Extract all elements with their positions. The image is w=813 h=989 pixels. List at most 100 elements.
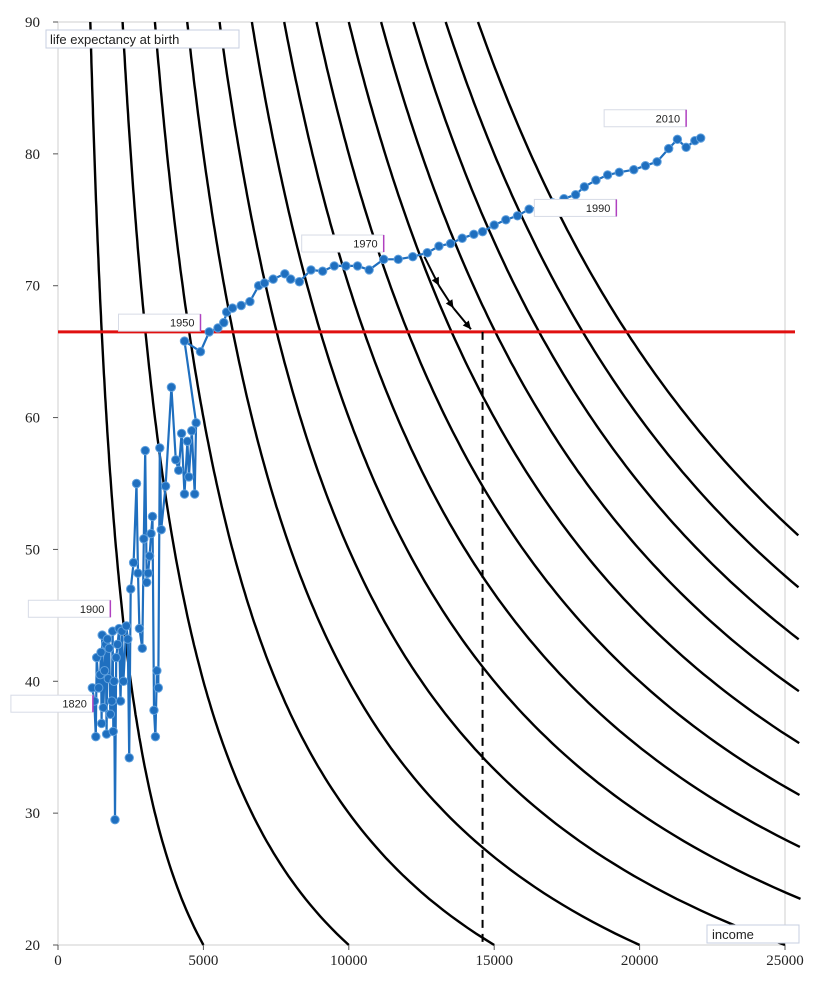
x-tick-label: 20000 xyxy=(621,953,659,969)
iso-curve-7 xyxy=(283,21,801,848)
plot-area: 1820 1900 1950 1970 1990 2010 0 5000 10000 15000 2… xyxy=(10,15,804,969)
iso-curve-12 xyxy=(444,21,800,589)
data-point xyxy=(187,426,197,436)
data-point xyxy=(108,726,118,737)
data-point xyxy=(179,336,190,346)
data-point xyxy=(155,443,165,453)
data-point xyxy=(422,248,433,258)
data-point xyxy=(134,623,145,634)
data-point xyxy=(160,481,171,491)
data-point xyxy=(285,274,296,284)
data-point xyxy=(153,683,164,693)
data-point xyxy=(176,428,187,439)
data-point xyxy=(110,815,120,825)
data-point xyxy=(489,220,499,230)
data-point xyxy=(128,557,139,568)
data-point xyxy=(602,170,613,180)
data-point xyxy=(98,702,109,713)
data-point xyxy=(512,211,523,221)
y-tick-label: 60 xyxy=(25,411,40,427)
data-point xyxy=(94,683,104,693)
data-point xyxy=(219,317,229,328)
y-tick-label: 50 xyxy=(25,542,40,558)
arrowhead xyxy=(462,320,471,330)
y-tick-label: 20 xyxy=(25,938,40,954)
data-point xyxy=(182,436,193,447)
y-tick-label: 70 xyxy=(25,279,40,295)
data-point xyxy=(236,300,246,311)
iso-curve-8 xyxy=(315,21,801,797)
x-tick-label: 25000 xyxy=(766,953,804,969)
data-point xyxy=(364,265,374,275)
x-axis-label: income xyxy=(712,927,754,942)
ylabel-box xyxy=(45,29,240,49)
data-point xyxy=(640,161,651,171)
year-label: 1970 xyxy=(353,239,377,251)
year-label: 1900 xyxy=(80,604,104,616)
data-point xyxy=(140,445,150,456)
data-point xyxy=(591,175,601,185)
data-point xyxy=(96,647,106,657)
data-point xyxy=(259,278,270,288)
y-axis-label: life expectancy at birth xyxy=(50,32,179,47)
arrowhead xyxy=(445,299,454,309)
data-point xyxy=(317,266,328,276)
year-label: 2010 xyxy=(656,113,680,125)
data-point xyxy=(378,254,389,265)
data-point xyxy=(477,226,488,237)
data-point xyxy=(141,577,152,588)
year-label: 1950 xyxy=(170,318,194,330)
data-point xyxy=(681,142,691,152)
data-point xyxy=(124,753,134,763)
data-point xyxy=(102,634,113,644)
y-tick-label: 90 xyxy=(25,15,40,31)
year-label: 1990 xyxy=(586,203,610,215)
data-point xyxy=(445,238,456,249)
iso-curve-1 xyxy=(89,21,205,946)
data-point xyxy=(115,696,126,706)
data-point xyxy=(408,252,418,262)
x-tick-label: 0 xyxy=(54,953,62,969)
arrowhead xyxy=(431,276,439,286)
data-point xyxy=(501,215,511,225)
data-point xyxy=(204,327,214,337)
plot-frame xyxy=(57,21,786,946)
iso-curve-6 xyxy=(250,21,801,901)
data-point xyxy=(146,528,156,539)
data-point xyxy=(695,133,706,143)
iso-curve-9 xyxy=(347,21,800,745)
data-point xyxy=(152,666,162,676)
data-point xyxy=(149,705,159,715)
data-point xyxy=(191,418,201,428)
data-point xyxy=(143,568,153,578)
data-point xyxy=(663,143,674,154)
year-label: 1820 xyxy=(62,699,86,711)
data-point xyxy=(469,229,479,239)
iso-curve-10 xyxy=(379,21,800,693)
data-point xyxy=(104,643,114,654)
data-point xyxy=(227,303,238,313)
data-point xyxy=(107,696,117,706)
data-point xyxy=(131,478,142,489)
y-tick-label: 80 xyxy=(25,147,40,163)
data-point xyxy=(126,584,136,594)
iso-curve-13 xyxy=(476,21,800,537)
data-point xyxy=(245,296,255,307)
data-point xyxy=(195,346,206,357)
data-point xyxy=(109,676,119,686)
data-point xyxy=(524,204,534,214)
x-tick-label: 5000 xyxy=(188,953,218,969)
data-point xyxy=(434,241,444,251)
data-point xyxy=(329,261,339,271)
data-point xyxy=(150,731,161,742)
data-point xyxy=(123,634,133,644)
data-point xyxy=(614,167,624,178)
data-point xyxy=(166,382,177,392)
data-point xyxy=(91,731,101,742)
x-tick-label: 15000 xyxy=(475,953,513,969)
data-point xyxy=(294,277,305,287)
data-point xyxy=(179,489,190,499)
y-tick-label: 40 xyxy=(25,674,40,690)
data-point xyxy=(137,643,148,654)
